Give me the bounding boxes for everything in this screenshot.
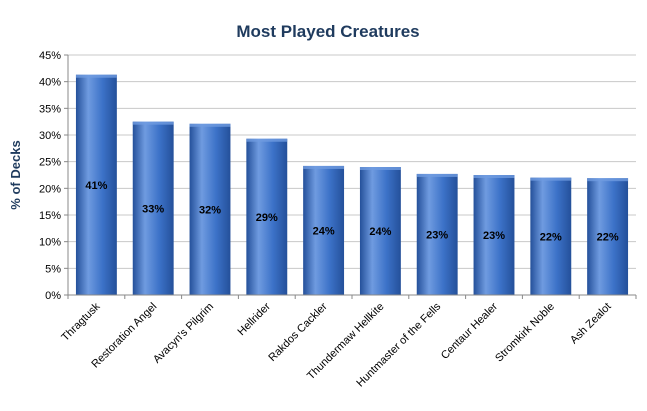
y-tick-label: 40%: [39, 77, 61, 89]
data-label: 23%: [483, 230, 505, 242]
bar: [416, 173, 458, 295]
bar: [246, 138, 288, 295]
category-label: Hellrider: [235, 300, 273, 338]
bar: [587, 178, 629, 295]
category-label: Thragtusk: [59, 300, 102, 343]
bar: [189, 123, 231, 295]
y-tick-label: 5%: [45, 263, 61, 275]
bar: [75, 74, 117, 295]
bar-cap: [359, 167, 401, 170]
bar-cap: [246, 138, 288, 142]
chart-title: Most Played Creatures: [236, 22, 419, 41]
bar: [359, 167, 401, 295]
category-label: Stromkirk Noble: [493, 301, 557, 365]
bar-cap: [75, 74, 117, 78]
bar-cap: [587, 178, 629, 182]
bar-cap: [416, 173, 458, 177]
bar-cap: [473, 175, 515, 178]
bar-cap: [303, 165, 345, 169]
category-label: Rakdos Cackler: [266, 300, 330, 364]
data-label: 23%: [426, 229, 448, 241]
bar-cap: [189, 123, 231, 127]
y-tick-label: 30%: [39, 130, 61, 142]
y-axis-label: % of Decks: [8, 140, 23, 209]
data-labels: 41% 33% 32% 29% 24% 24% 23% 23% 22% 22%: [85, 180, 618, 244]
y-tick-label: 20%: [39, 183, 61, 195]
bar-cap: [530, 177, 572, 181]
data-label: 24%: [313, 225, 335, 237]
bar-cap: [132, 121, 174, 125]
y-tick-labels: 0% 5% 10% 15% 20% 25% 30% 35% 40% 45%: [39, 50, 61, 302]
y-tick-label: 25%: [39, 157, 61, 169]
bar: [473, 175, 515, 295]
data-label: 24%: [369, 226, 391, 238]
bar: [303, 165, 345, 295]
category-label: Avacyn's Pilgrim: [151, 301, 216, 366]
data-label: 32%: [199, 204, 221, 216]
category-label: Ash Zealot: [568, 301, 614, 347]
y-tick-label: 10%: [39, 237, 61, 249]
data-label: 41%: [85, 180, 107, 192]
data-label: 22%: [540, 231, 562, 243]
bar: [132, 121, 174, 296]
y-tick-label: 0%: [45, 290, 61, 302]
y-tick-label: 15%: [39, 210, 61, 222]
y-tick-label: 45%: [39, 50, 61, 62]
data-label: 22%: [597, 232, 619, 244]
data-label: 29%: [256, 212, 278, 224]
y-tick-label: 35%: [39, 103, 61, 115]
bar: [530, 177, 572, 295]
data-label: 33%: [142, 203, 164, 215]
bars: [75, 74, 629, 296]
category-label: Centaur Healer: [439, 300, 500, 361]
